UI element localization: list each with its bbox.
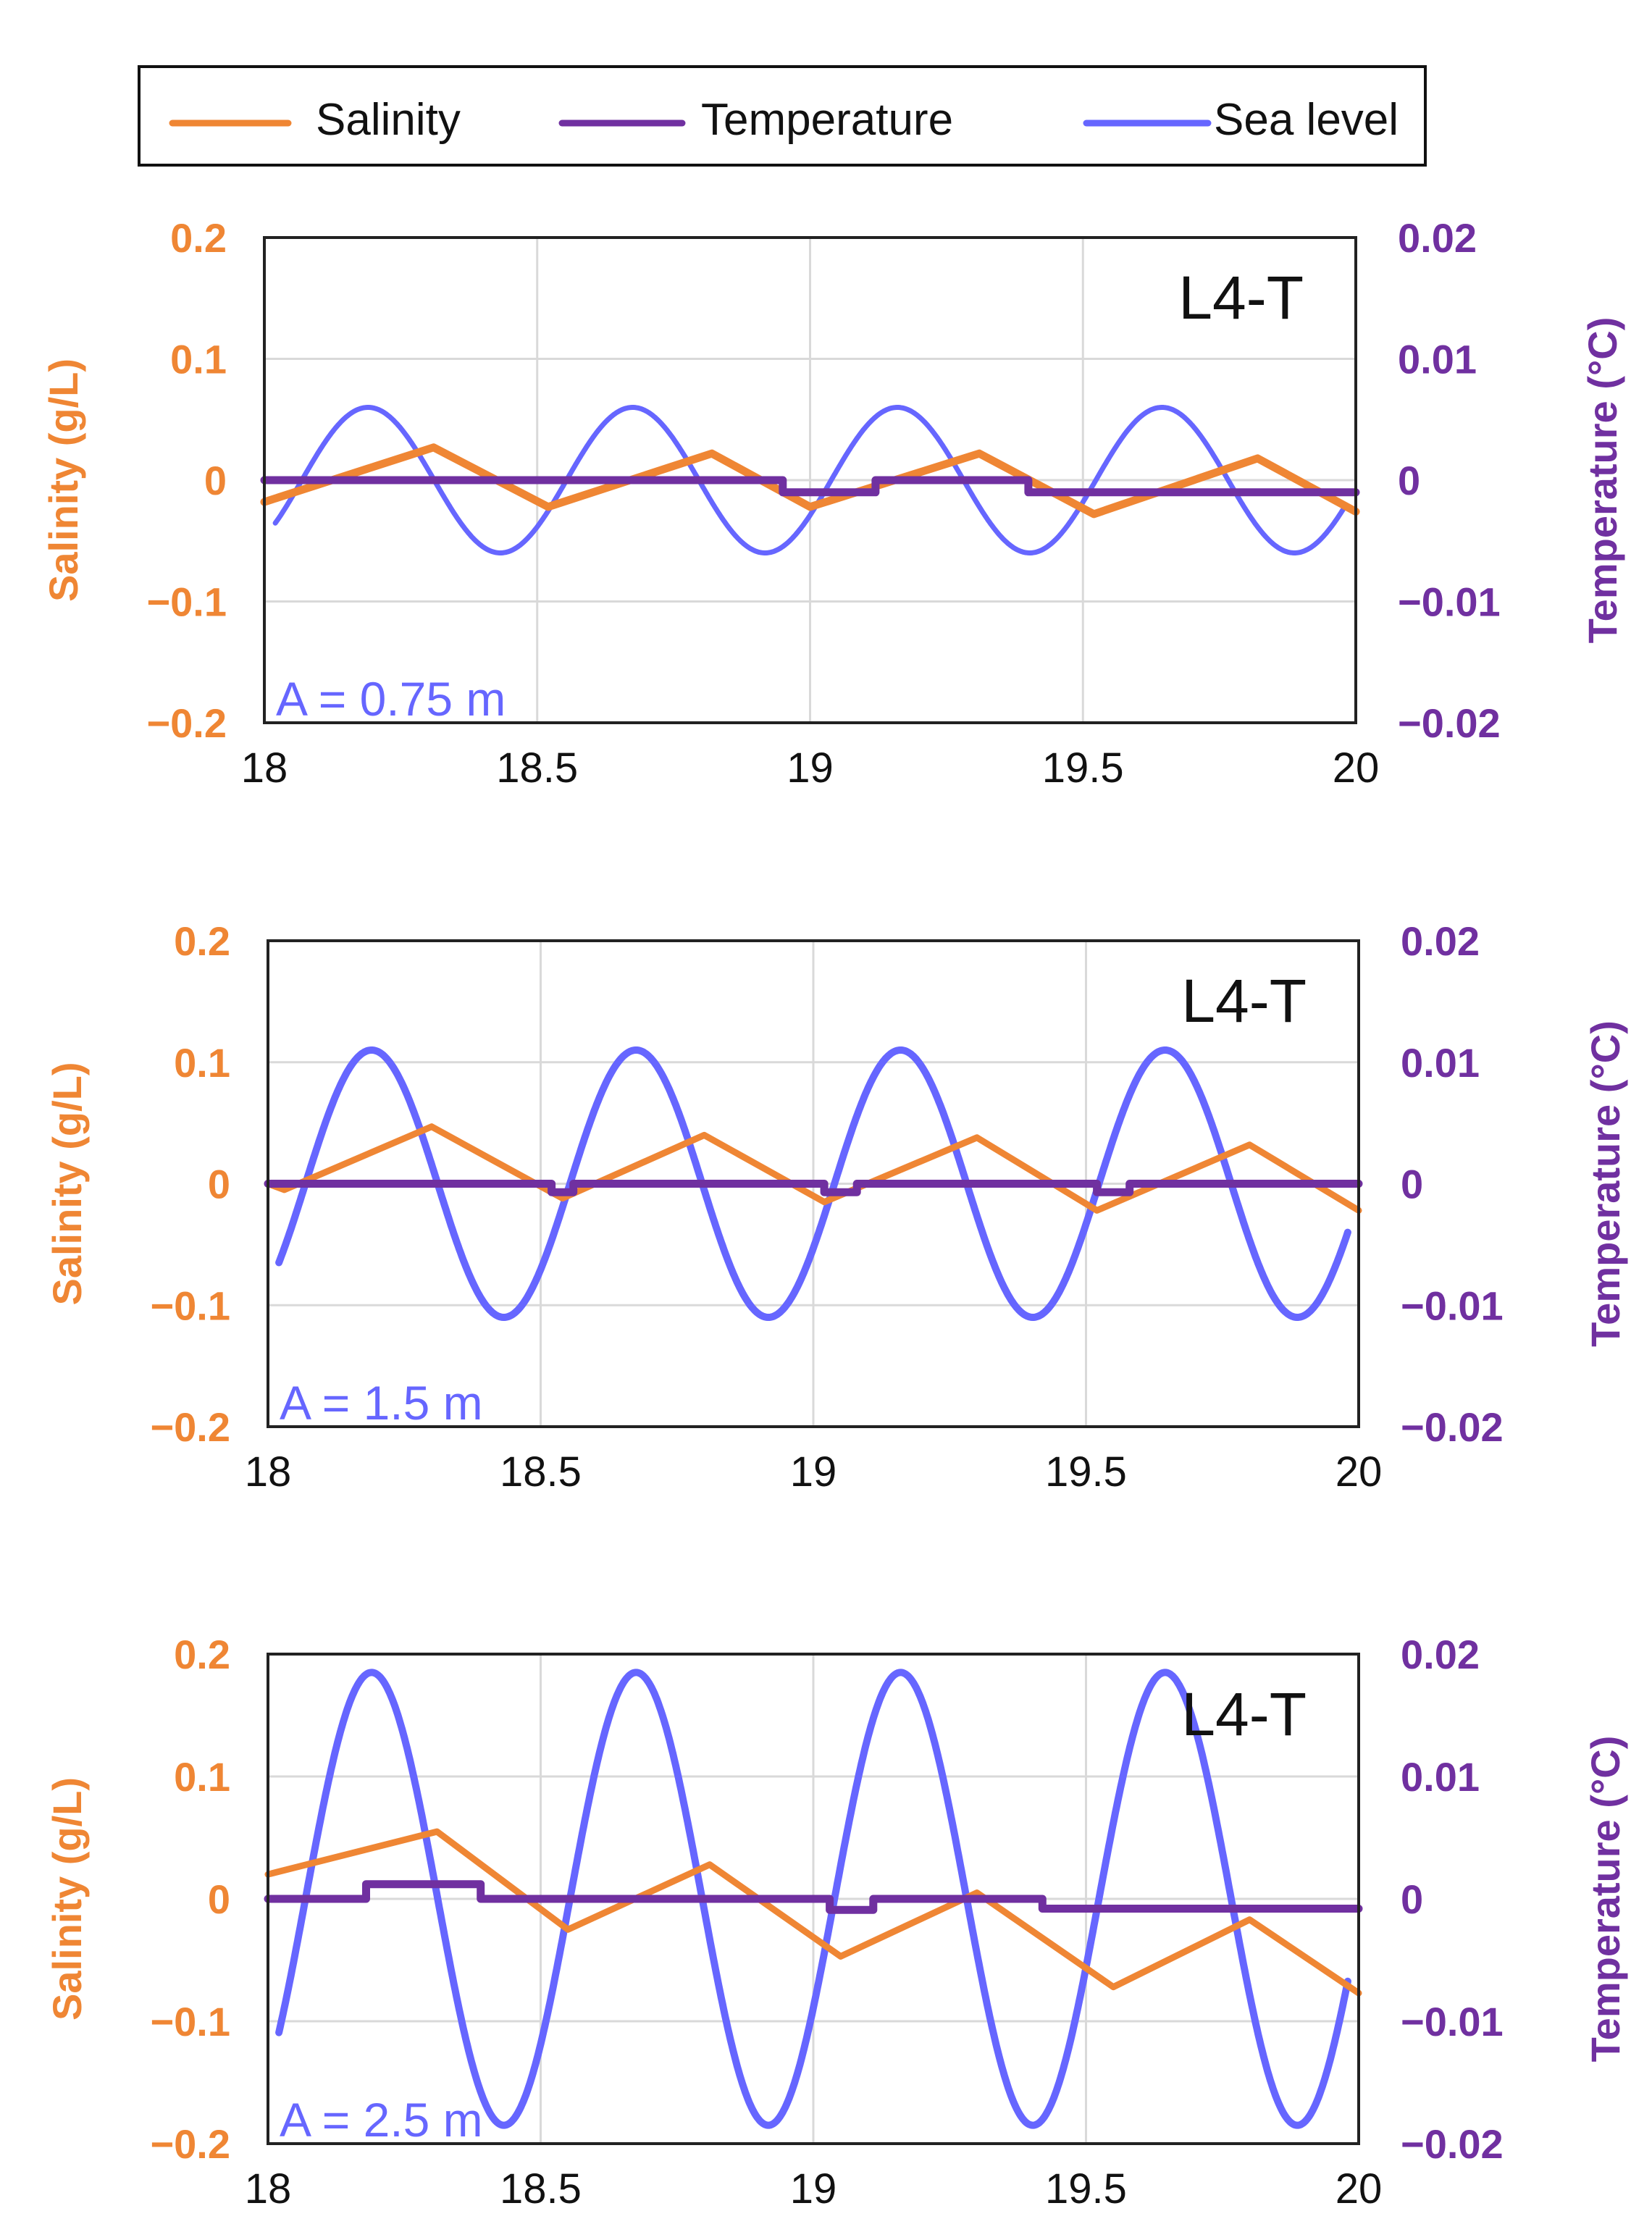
left-tick-label: 0.1 [174, 1040, 230, 1086]
right-tick-label: 0 [1401, 1162, 1423, 1207]
amplitude-label: A = 2.5 m [280, 2093, 483, 2147]
legend-label-sea-level: Sea level [1214, 95, 1399, 145]
legend-label-temperature: Temperature [701, 95, 953, 145]
plot-frame [267, 939, 1360, 1428]
x-tick-label: 18.5 [500, 1448, 582, 1495]
x-tick-label: 18 [245, 2165, 292, 2212]
left-tick-label: −0.2 [150, 2121, 230, 2167]
x-tick-label: 19.5 [1042, 744, 1124, 792]
x-tick-label: 18 [245, 1448, 292, 1495]
x-tick-label: 20 [1333, 744, 1380, 792]
right-tick-label: 0.01 [1398, 337, 1477, 382]
panel-label: L4-T [1181, 1680, 1307, 1748]
right-tick-label: −0.01 [1398, 579, 1501, 625]
amplitude-label: A = 1.5 m [280, 1376, 483, 1430]
right-tick-label: 0 [1401, 1876, 1423, 1922]
y-axis-title-left: Salinity (g/L) [44, 1777, 90, 2021]
y-axis-title-right: Temperature (°C) [1580, 317, 1625, 644]
x-tick-label: 19.5 [1045, 2165, 1127, 2212]
series-line-sea-level [275, 1046, 1351, 1321]
series-line-temperature [260, 476, 1360, 497]
chart-panel-2: L4-T A = 1.5 m 18 18.5 19 19.5 20 0.2 0.1 0 −0.1 −0… [44, 918, 1628, 1495]
legend: Salinity Temperature Sea level [138, 65, 1427, 167]
left-tick-label: 0.2 [174, 1632, 230, 1677]
series-line-temperature [264, 1880, 1363, 1914]
x-tick-label: 18 [241, 744, 288, 792]
right-tick-label: 0 [1398, 458, 1420, 503]
left-tick-label: −0.2 [146, 700, 227, 746]
right-tick-label: 0.02 [1401, 918, 1480, 964]
series-line-temperature [264, 1180, 1363, 1196]
right-tick-label: 0.01 [1401, 1754, 1480, 1800]
right-tick-label: −0.02 [1401, 2121, 1504, 2167]
x-tick-label: 18.5 [500, 2165, 582, 2212]
left-tick-label: −0.1 [150, 1999, 230, 2044]
right-tick-label: 0.02 [1398, 215, 1477, 261]
left-tick-label: 0 [208, 1162, 230, 1207]
amplitude-label: A = 0.75 m [276, 672, 506, 726]
legend-box [138, 65, 1427, 167]
y-axis-title-right: Temperature (°C) [1582, 1020, 1628, 1347]
series-line-salinity [260, 443, 1360, 519]
left-tick-label: 0.1 [174, 1754, 230, 1800]
panel-label: L4-T [1178, 264, 1304, 332]
y-axis-title-right: Temperature (°C) [1582, 1736, 1628, 2063]
left-tick-label: −0.1 [146, 579, 227, 625]
plot-frame [263, 236, 1357, 724]
right-tick-label: −0.01 [1401, 1283, 1504, 1328]
x-tick-label: 20 [1336, 2165, 1383, 2212]
series-line-salinity [264, 1123, 1362, 1214]
x-tick-label: 19 [787, 744, 834, 792]
series-line-salinity [264, 1828, 1362, 1997]
chart-panel-3: L4-T A = 2.5 m 18 18.5 19 19.5 20 0.2 0.1 0 −0.1 −0… [44, 1632, 1628, 2212]
left-tick-label: 0.2 [174, 918, 230, 964]
x-tick-label: 19 [790, 2165, 837, 2212]
right-tick-label: 0.01 [1401, 1040, 1480, 1086]
plot-frame [267, 1653, 1360, 2145]
left-tick-label: 0.1 [170, 337, 227, 382]
right-tick-label: −0.01 [1401, 1999, 1504, 2044]
x-tick-label: 19 [790, 1448, 837, 1495]
left-tick-label: 0 [208, 1876, 230, 1922]
right-tick-label: −0.02 [1401, 1404, 1504, 1450]
y-axis-title-left: Salinity (g/L) [44, 1062, 90, 1306]
panel-label: L4-T [1181, 967, 1307, 1035]
x-tick-label: 18.5 [496, 744, 578, 792]
chart-panel-1: L4-T A = 0.75 m 18 18.5 19 19.5 20 0.2 0.1 0 −0.1 −… [41, 215, 1625, 792]
left-tick-label: −0.2 [150, 1404, 230, 1450]
right-tick-label: 0.02 [1401, 1632, 1480, 1677]
left-tick-label: 0 [204, 458, 227, 503]
y-axis-title-left: Salinity (g/L) [41, 358, 86, 602]
right-tick-label: −0.02 [1398, 700, 1501, 746]
series-line-sea-level [272, 405, 1348, 555]
x-tick-label: 20 [1336, 1448, 1383, 1495]
legend-label-salinity: Salinity [316, 95, 461, 145]
series-line-sea-level [275, 1669, 1351, 2129]
left-tick-label: 0.2 [170, 215, 227, 261]
left-tick-label: −0.1 [150, 1283, 230, 1328]
x-tick-label: 19.5 [1045, 1448, 1127, 1495]
